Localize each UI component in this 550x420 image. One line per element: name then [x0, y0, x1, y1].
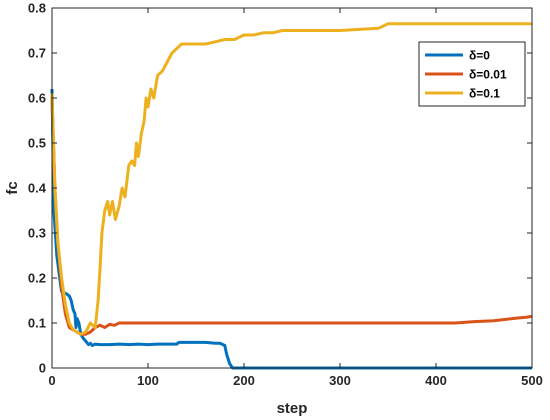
ticks: 0 100 200 300 400 500 0 0.1 0.2 0.3 0.4 0.5 0.6 0.7 0.… — [28, 1, 543, 389]
y-tick-label: 0.2 — [28, 271, 46, 286]
y-tick-label: 0.5 — [28, 136, 46, 151]
y-tick-label: 0.8 — [28, 1, 46, 16]
x-tick-label: 0 — [48, 373, 55, 388]
y-tick-label: 0.6 — [28, 91, 46, 106]
series-line-2 — [50, 22, 532, 336]
x-tick-label: 100 — [137, 373, 159, 388]
series-layer — [50, 22, 533, 370]
series-line-0 — [50, 88, 532, 370]
x-tick-label: 500 — [521, 373, 543, 388]
x-axis-label: step — [277, 400, 308, 417]
x-tick-label: 400 — [425, 373, 447, 388]
y-tick-label: 0.7 — [28, 46, 46, 61]
x-tick-label: 300 — [329, 373, 351, 388]
y-tick-label: 0.4 — [28, 181, 47, 196]
x-tick-label: 200 — [233, 373, 255, 388]
legend-label-0: δ=0 — [469, 49, 490, 63]
y-tick-label: 0.3 — [28, 226, 46, 241]
legend-label-1: δ=0.01 — [469, 68, 507, 82]
legend-label-2: δ=0.1 — [469, 87, 500, 101]
legend: δ=0 δ=0.01 δ=0.1 — [418, 41, 526, 107]
series-line-1 — [50, 97, 533, 336]
y-axis-label: fc — [4, 181, 21, 194]
y-tick-label: 0 — [39, 361, 46, 376]
y-tick-label: 0.1 — [28, 316, 46, 331]
